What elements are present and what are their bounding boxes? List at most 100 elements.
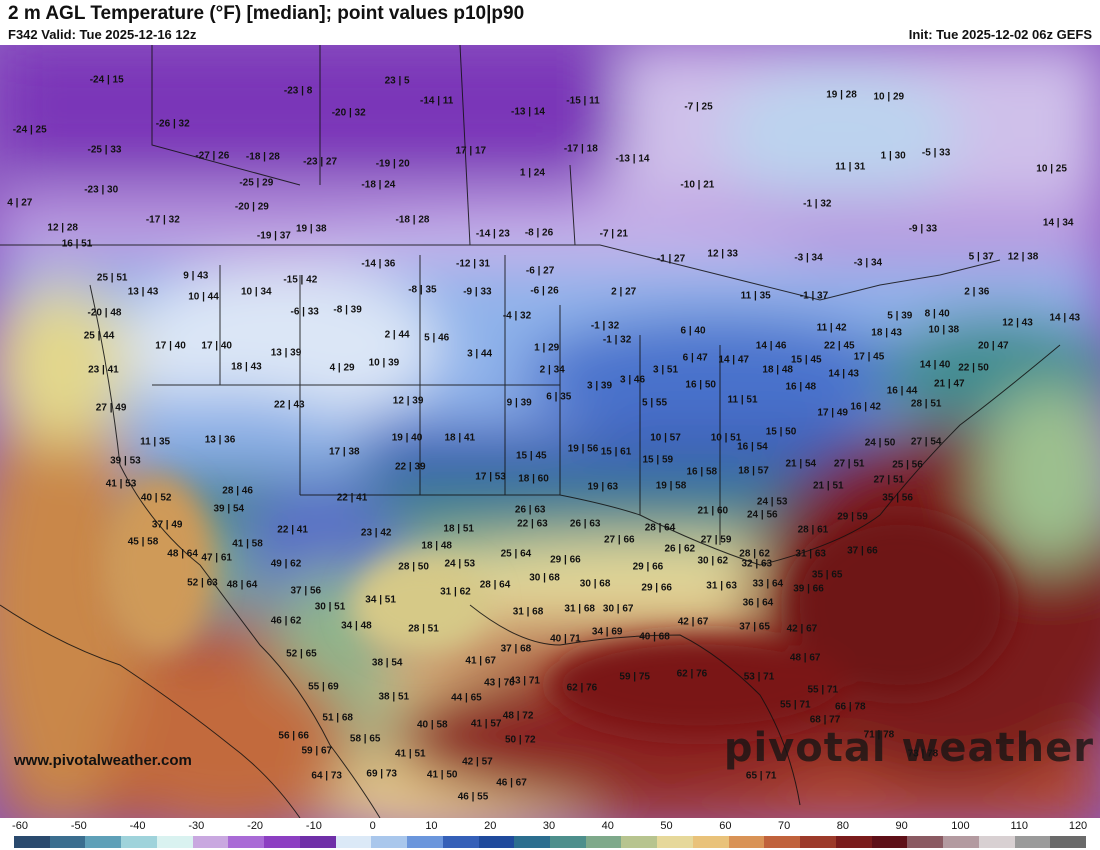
colorbar-segment [1014, 836, 1051, 848]
point-value: 16 | 51 [61, 238, 93, 250]
colorbar-segment [585, 836, 622, 848]
colorbar-segment [978, 836, 1016, 848]
point-value: 17 | 38 [328, 446, 360, 458]
point-value: 21 | 51 [812, 480, 844, 492]
point-value: 12 | 43 [1002, 317, 1033, 329]
point-value: 41 | 51 [394, 748, 426, 760]
colorbar-segment [299, 836, 337, 848]
colorbar-segment [156, 836, 194, 848]
colorbar-segment [478, 836, 515, 848]
temperature-map[interactable]: -24 | 15 -23 | 8 23 | 5 -14 | 11 -13 | 14 -15… [0, 45, 1100, 818]
point-value: 10 | 25 [1036, 163, 1067, 175]
point-value: 16 | 44 [886, 385, 918, 397]
point-value: 4 | 29 [329, 362, 355, 374]
point-value: 13 | 36 [204, 434, 236, 446]
point-value: 16 | 42 [850, 401, 881, 413]
point-value: 41 | 50 [426, 769, 458, 781]
point-value: 43 | 71 [509, 675, 540, 687]
point-value: -1 | 32 [803, 198, 832, 210]
point-value: 52 | 65 [286, 648, 317, 660]
point-value: 47 | 61 [201, 552, 232, 564]
point-value: 23 | 41 [88, 364, 119, 376]
point-value: 48 | 64 [226, 579, 258, 591]
point-value: -5 | 33 [921, 147, 951, 159]
colorbar-tick: -60 [12, 820, 28, 832]
point-value: -7 | 25 [684, 101, 713, 113]
point-value: 64 | 73 [311, 770, 342, 782]
point-value: 2 | 44 [384, 329, 410, 341]
point-value: -6 | 33 [290, 306, 319, 318]
colorbar-segment [121, 836, 158, 848]
point-value: 28 | 64 [479, 579, 511, 591]
point-value: 59 | 75 [619, 671, 650, 683]
point-value: 16 | 58 [686, 466, 718, 478]
colorbar-tick: 100 [951, 820, 970, 832]
point-value: 5 | 55 [641, 397, 668, 409]
point-value: 17 | 40 [201, 340, 232, 352]
point-value: 28 | 51 [910, 398, 942, 410]
colorbar-segment [692, 836, 730, 848]
colorbar-tick: 110 [1010, 820, 1028, 832]
point-value: 41 | 57 [470, 718, 502, 730]
point-value: 30 | 62 [697, 555, 729, 567]
point-value: 11 | 42 [816, 322, 847, 334]
point-value: 10 | 39 [368, 357, 400, 369]
point-value: -20 | 48 [87, 307, 122, 319]
point-value: -23 | 30 [84, 184, 119, 196]
point-value: 14 | 43 [1049, 312, 1081, 324]
point-value: -23 | 8 [283, 85, 313, 97]
colorbar-segment [228, 836, 265, 848]
point-value: 42 | 67 [786, 623, 818, 635]
point-value: -20 | 32 [331, 107, 366, 119]
point-value: 18 | 60 [518, 473, 549, 485]
point-value: 37 | 66 [847, 545, 878, 557]
point-value: -9 | 33 [908, 223, 938, 235]
colorbar-segment [192, 836, 229, 848]
point-value: 40 | 52 [140, 492, 172, 504]
point-value: 24 | 53 [756, 496, 788, 508]
point-value: 21 | 54 [785, 458, 817, 470]
point-value: 34 | 48 [341, 620, 372, 632]
point-value: 5 | 46 [424, 332, 450, 344]
point-value: 59 | 67 [301, 745, 333, 757]
point-value: -14 | 36 [361, 258, 396, 270]
point-value: 32 | 63 [741, 558, 773, 570]
point-value: -9 | 33 [463, 286, 492, 298]
point-value: -19 | 37 [256, 230, 291, 242]
point-value: -13 | 14 [511, 106, 545, 118]
point-value: 6 | 35 [546, 391, 572, 403]
point-value: 22 | 41 [336, 492, 368, 504]
point-value: 26 | 63 [569, 518, 601, 530]
point-value: 18 | 57 [738, 465, 769, 477]
point-value: 27 | 54 [910, 436, 942, 448]
colorbar-tick-labels: -60 -50 -40 -30 -20 -10 0 10 20 30 40 50 60 70 80 90 100… [0, 818, 1100, 834]
point-value: 34 | 51 [365, 594, 396, 606]
point-value: 18 | 43 [871, 327, 902, 339]
point-value: 18 | 41 [444, 432, 476, 444]
colorbar-tick: -20 [247, 820, 264, 832]
point-value: 28 | 64 [644, 522, 676, 534]
point-value: 10 | 34 [240, 286, 272, 298]
colorbar-segment [943, 836, 980, 848]
point-value: -15 | 42 [283, 274, 318, 286]
point-value: 26 | 62 [664, 543, 696, 555]
point-value: 66 | 78 [834, 701, 866, 713]
colorbar-tick: 90 [895, 820, 908, 832]
point-value: 24 | 50 [864, 437, 896, 449]
point-value: 3 | 39 [586, 380, 613, 392]
point-value: 43 | 70 [484, 677, 515, 689]
point-value: 22 | 41 [277, 524, 308, 536]
point-value: 22 | 50 [958, 362, 989, 374]
point-value: -8 | 35 [408, 284, 437, 296]
colorbar-tick: -10 [305, 820, 322, 832]
point-value: 48 | 64 [167, 548, 198, 560]
point-value: 55 | 71 [807, 684, 839, 696]
point-value: 51 | 68 [322, 712, 353, 724]
point-value: 41 | 58 [232, 538, 263, 550]
point-value: 55 | 69 [308, 681, 339, 693]
point-value: 27 | 51 [833, 458, 865, 470]
point-value: -14 | 23 [475, 228, 510, 240]
point-value: -7 | 21 [599, 228, 628, 240]
colorbar-segment [14, 836, 51, 848]
point-value: -1 | 27 [656, 253, 686, 265]
